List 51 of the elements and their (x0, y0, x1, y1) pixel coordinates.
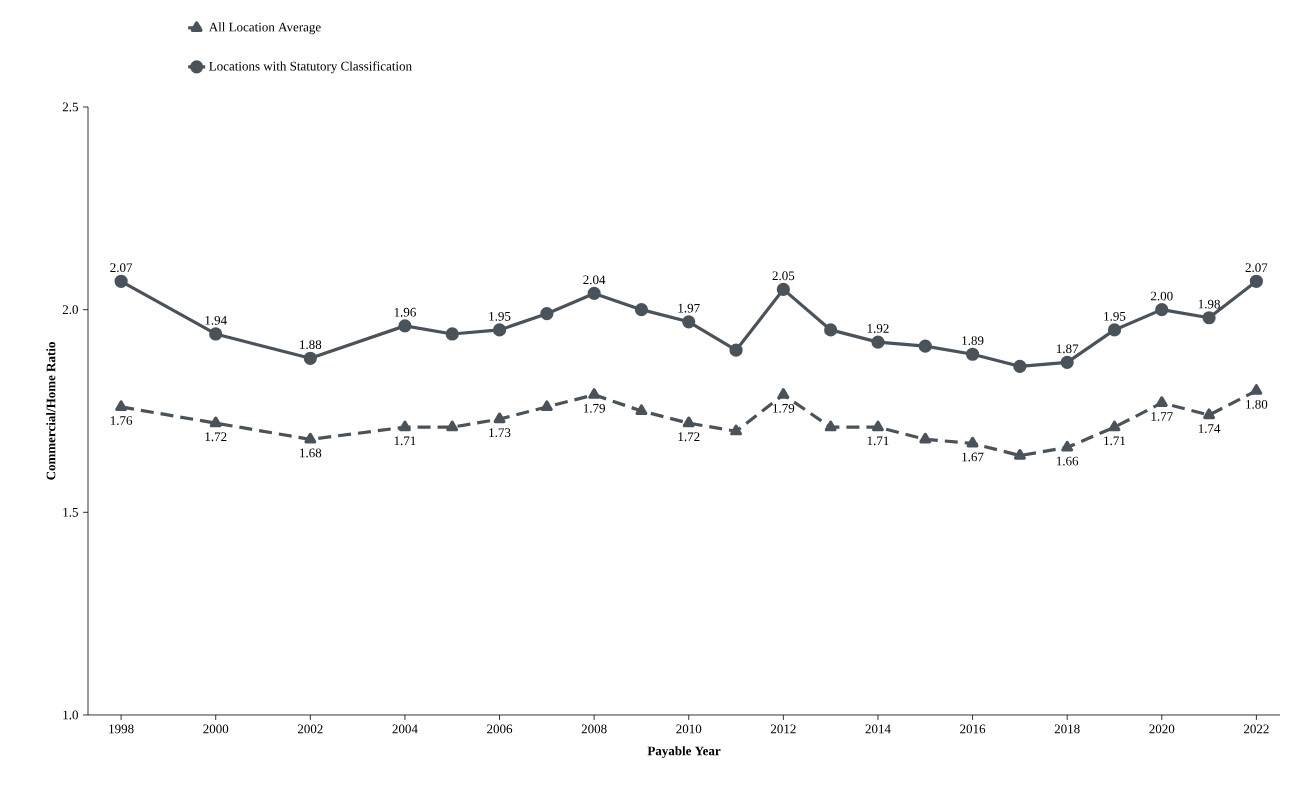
x-tick-label: 2008 (581, 724, 607, 734)
data-label: 1.66 (1056, 456, 1079, 466)
data-label: 1.87 (1056, 344, 1079, 354)
data-label: 1.77 (1151, 412, 1173, 421)
data-label: 1.79 (773, 403, 795, 413)
data-label: 1.79 (583, 403, 605, 413)
x-tick-label: 2018 (1054, 724, 1080, 734)
data-label: 1.95 (489, 311, 511, 321)
data-label: 1.72 (205, 432, 227, 442)
data-label: 1.71 (394, 436, 416, 446)
x-tick-label: 2022 (1243, 724, 1269, 734)
legend-label: All Location Average (208, 22, 321, 35)
data-label: 1.94 (205, 315, 227, 325)
data-label: 2.00 (1150, 291, 1173, 301)
x-axis-title: Payable Year (647, 746, 721, 758)
x-tick-label: 2000 (203, 724, 229, 734)
data-label: 2.04 (583, 275, 606, 285)
data-label: 1.89 (962, 336, 984, 346)
x-tick-label: 2012 (770, 724, 796, 734)
data-label: 1.80 (1246, 399, 1268, 409)
data-label: 2.05 (772, 271, 795, 281)
data-label: 1.95 (1104, 311, 1126, 321)
x-tick-label: 2006 (487, 724, 513, 734)
data-label: 1.68 (300, 448, 322, 458)
data-label: 2.07 (110, 263, 133, 273)
y-tick-label: 2.5 (62, 102, 78, 112)
x-tick-label: 1998 (109, 724, 134, 734)
y-tick-label: 2.0 (62, 305, 78, 315)
x-tick-label: 2010 (676, 724, 702, 734)
data-label: 1.96 (394, 307, 416, 317)
data-label: 1.72 (678, 432, 700, 442)
data-label: 1.73 (489, 428, 511, 438)
data-label: 1.76 (110, 416, 133, 425)
data-label: 1.71 (1104, 436, 1126, 446)
data-label: 1.74 (1198, 424, 1221, 434)
x-tick-label: 2004 (392, 724, 418, 734)
data-label: 2.07 (1245, 263, 1268, 273)
data-label: 1.97 (678, 303, 700, 313)
x-tick-label: 2014 (865, 724, 891, 734)
x-tick-label: 2002 (297, 724, 323, 734)
data-label: 1.67 (962, 452, 984, 462)
legend-label: Locations with Statutory Classification (209, 61, 412, 74)
data-label: 1.98 (1198, 299, 1220, 309)
x-tick-label: 2020 (1149, 724, 1175, 734)
y-axis-title: Commercial/Home Ratio (46, 342, 56, 480)
x-tick-label: 2016 (960, 724, 986, 734)
data-label: 1.92 (867, 324, 889, 333)
y-tick-label: 1.0 (63, 710, 78, 720)
data-label: 1.88 (300, 340, 322, 350)
data-label: 1.71 (867, 436, 889, 446)
y-tick-label: 1.5 (63, 507, 78, 517)
